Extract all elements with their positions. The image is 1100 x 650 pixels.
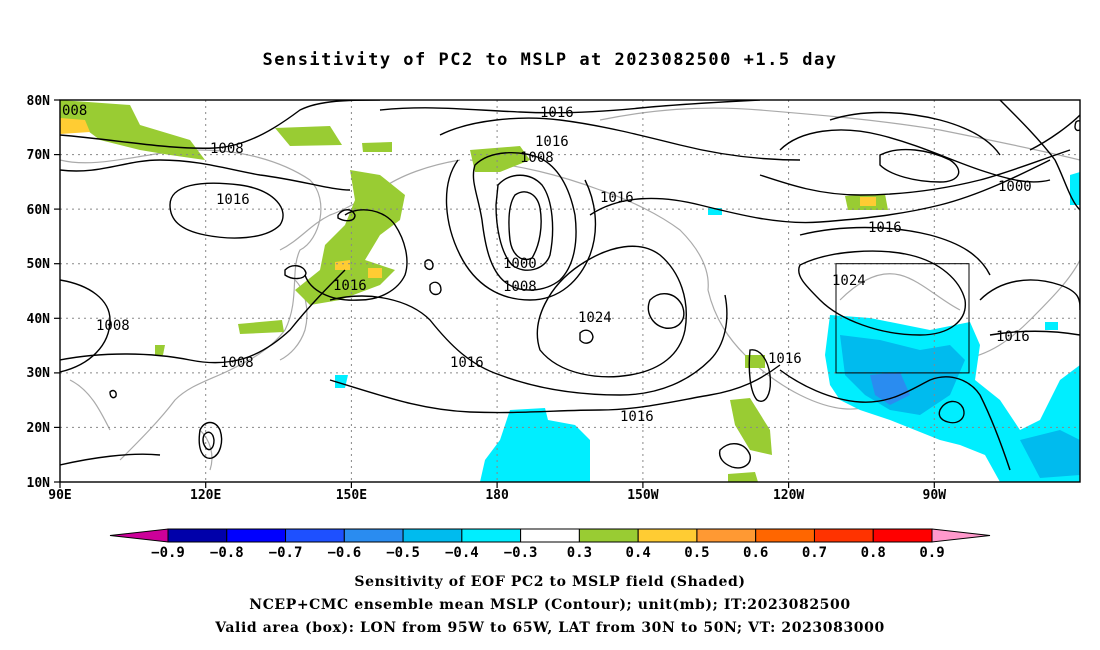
contour-label: 1016 xyxy=(535,134,569,150)
colorbar-swatch xyxy=(578,528,639,543)
lon-label: 120W xyxy=(773,488,804,503)
contour-label: 1024 xyxy=(578,310,612,326)
negative-sensitivity-region xyxy=(1070,172,1080,205)
caption-line-3: Valid area (box): LON from 95W to 65W, L… xyxy=(215,620,885,636)
colorbar-arrow-low xyxy=(109,528,169,543)
negative-sensitivity-region xyxy=(1020,430,1080,478)
positive-sensitivity-region xyxy=(728,472,758,482)
positive-sensitivity-region xyxy=(335,260,350,270)
lat-label: 40N xyxy=(27,312,51,327)
contour-label: 1024 xyxy=(832,273,866,289)
colorbar-swatch xyxy=(343,528,404,543)
lat-label: 10N xyxy=(27,476,51,491)
caption-line-2: NCEP+CMC ensemble mean MSLP (Contour); u… xyxy=(249,597,851,613)
positive-sensitivity-region xyxy=(362,142,392,152)
contour-label: 1008 xyxy=(210,141,244,157)
colorbar-tick-label: 0.7 xyxy=(802,545,827,561)
positive-sensitivity-region xyxy=(860,197,876,206)
colorbar-tick-label: −0.7 xyxy=(269,545,303,561)
lat-label: 80N xyxy=(27,94,51,109)
colorbar-tick-label: 0.5 xyxy=(684,545,709,561)
colorbar-arrow-high xyxy=(931,528,991,543)
colorbar-tick-label: 0.6 xyxy=(743,545,768,561)
contour-label: 1016 xyxy=(996,329,1030,345)
contour-label: 1000 xyxy=(998,179,1032,195)
contour-label: 1008 xyxy=(96,318,130,334)
colorbar-tick-label: −0.3 xyxy=(504,545,538,561)
contour-label: 1008 xyxy=(503,279,537,295)
positive-sensitivity-region xyxy=(238,320,284,334)
colorbar-swatch xyxy=(226,528,287,543)
negative-sensitivity-region xyxy=(480,408,590,482)
lon-label: 150E xyxy=(336,488,367,503)
contour-label: 1016 xyxy=(333,278,367,294)
contour-label: 1016 xyxy=(768,351,802,367)
colorbar-swatch xyxy=(637,528,698,543)
sensitivity-shading xyxy=(60,100,1080,482)
lat-label: 30N xyxy=(27,366,51,381)
colorbar: −0.9 −0.8 −0.7 −0.6 −0.5 −0.4 −0.3 0.3 0.4 0.5 0.6… xyxy=(109,528,991,561)
colorbar-tick-label: −0.6 xyxy=(327,545,361,561)
positive-sensitivity-region xyxy=(730,398,772,455)
contour-label: 1016 xyxy=(450,355,484,371)
positive-sensitivity-region xyxy=(60,118,90,134)
contour-labels: 008 1016 1016 1008 1008 1016 1000 1008 1… xyxy=(62,103,1032,425)
colorbar-swatch xyxy=(755,528,815,543)
longitude-labels: 90E 120E 150E 180 150W 120W 90W xyxy=(48,488,946,503)
lat-label: 70N xyxy=(27,148,51,163)
map-title: Sensitivity of PC2 to MSLP at 2023082500… xyxy=(262,50,838,70)
colorbar-tick-label: 0.9 xyxy=(919,545,944,561)
negative-sensitivity-region xyxy=(840,335,965,415)
latitude-labels: 80N 70N 60N 50N 40N 30N 20N 10N xyxy=(27,94,51,491)
colorbar-swatch xyxy=(872,528,933,543)
contour-label: 1016 xyxy=(540,105,574,121)
lon-label: 90W xyxy=(923,488,947,503)
positive-sensitivity-region xyxy=(155,345,165,355)
colorbar-swatch xyxy=(696,528,757,543)
lat-label: 60N xyxy=(27,203,51,218)
axis-ticks xyxy=(54,99,935,488)
colorbar-tick-label: 0.4 xyxy=(626,545,651,561)
lon-label: 180 xyxy=(485,488,509,503)
colorbar-tick-label: 0.8 xyxy=(861,545,886,561)
map-frame xyxy=(59,99,1081,483)
valid-area-box xyxy=(835,263,970,374)
lat-label: 20N xyxy=(27,421,51,436)
mslp-contours xyxy=(60,100,1080,471)
positive-sensitivity-region xyxy=(368,268,382,278)
colorbar-swatch xyxy=(520,528,580,543)
contour-label: 1016 xyxy=(868,220,902,236)
contour-label: 008 xyxy=(62,103,87,119)
colorbar-tick-label: 0.3 xyxy=(567,545,592,561)
positive-sensitivity-region xyxy=(745,355,765,368)
colorbar-tick-label: −0.5 xyxy=(386,545,420,561)
negative-sensitivity-region xyxy=(870,372,910,405)
lon-label: 120E xyxy=(190,488,221,503)
contour-label: 1016 xyxy=(620,409,654,425)
contour-label: 1008 xyxy=(520,150,554,166)
lon-label: 150W xyxy=(627,488,658,503)
colorbar-swatch xyxy=(167,528,228,543)
colorbar-tick-label: −0.9 xyxy=(151,545,185,561)
contour-label: 1016 xyxy=(600,190,634,206)
colorbar-swatch xyxy=(461,528,522,543)
positive-sensitivity-region xyxy=(60,100,205,160)
lon-label: 90E xyxy=(48,488,71,503)
colorbar-swatch xyxy=(285,528,345,543)
negative-sensitivity-region xyxy=(1045,322,1058,330)
colorbar-swatch xyxy=(813,528,874,543)
contour-label: 1000 xyxy=(503,256,537,272)
positive-sensitivity-region xyxy=(275,126,342,146)
colorbar-tick-label: −0.8 xyxy=(210,545,244,561)
map-plot-area: 008 1016 1016 1008 1008 1016 1000 1008 1… xyxy=(60,100,1080,482)
caption-line-1: Sensitivity of EOF PC2 to MSLP field (Sh… xyxy=(354,574,746,590)
contour-label: 1016 xyxy=(216,192,250,208)
colorbar-tick-label: −0.4 xyxy=(445,545,479,561)
contour-label: 1008 xyxy=(220,355,254,371)
lat-label: 50N xyxy=(27,257,51,272)
colorbar-swatch xyxy=(402,528,463,543)
